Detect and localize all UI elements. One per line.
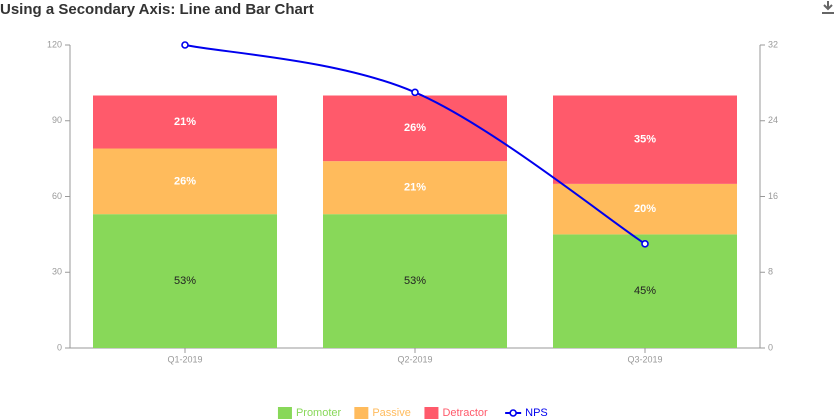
bar-segment xyxy=(93,95,277,149)
chart-title: Using a Secondary Axis: Line and Bar Cha… xyxy=(0,1,314,18)
line-point xyxy=(181,41,189,49)
bar-segment xyxy=(553,234,737,348)
value-label: 45% xyxy=(634,285,656,297)
value-label: 53% xyxy=(404,275,426,287)
value-label: 21% xyxy=(404,182,426,194)
value-label: 53% xyxy=(174,275,196,287)
x-tick-label: Q2-2019 xyxy=(397,354,432,364)
value-label: 26% xyxy=(404,122,426,134)
line-point xyxy=(641,240,649,248)
line-point xyxy=(411,88,419,97)
legend-symbol xyxy=(354,407,369,419)
bar-segment xyxy=(323,95,507,162)
y2-tick-label: 0 xyxy=(768,342,773,352)
bar-segment xyxy=(93,214,277,348)
y-tick-label: 60 xyxy=(52,191,62,201)
legend-symbol xyxy=(424,407,439,419)
value-label: 26% xyxy=(174,175,196,187)
value-label: 21% xyxy=(174,116,196,128)
y2-tick-label: 8 xyxy=(768,267,773,277)
legend-label: Detractor xyxy=(442,407,488,419)
bar-segment xyxy=(93,148,277,215)
x-tick-label: Q3-2019 xyxy=(627,354,662,364)
legend-label: NPS xyxy=(525,407,548,419)
legend-label: Passive xyxy=(372,407,411,419)
x-tick-label: Q1-2019 xyxy=(167,354,202,364)
bar-segment xyxy=(323,161,507,215)
bar-segment xyxy=(553,183,737,235)
y2-tick-label: 32 xyxy=(768,39,778,49)
y2-tick-label: 24 xyxy=(768,115,778,125)
value-label: 20% xyxy=(634,203,656,215)
value-label: 35% xyxy=(634,134,656,146)
y2-tick-label: 16 xyxy=(768,191,778,201)
y-tick-label: 30 xyxy=(52,267,62,277)
bar-segment xyxy=(553,95,737,184)
legend-symbol xyxy=(509,409,517,417)
y-tick-label: 90 xyxy=(52,115,62,125)
y-tick-label: 120 xyxy=(47,39,62,49)
legend-label: Promoter xyxy=(296,407,342,419)
download-icon[interactable] xyxy=(822,1,834,14)
legend-symbol xyxy=(277,407,292,419)
bar-segment xyxy=(323,214,507,348)
y-tick-label: 0 xyxy=(57,342,62,352)
